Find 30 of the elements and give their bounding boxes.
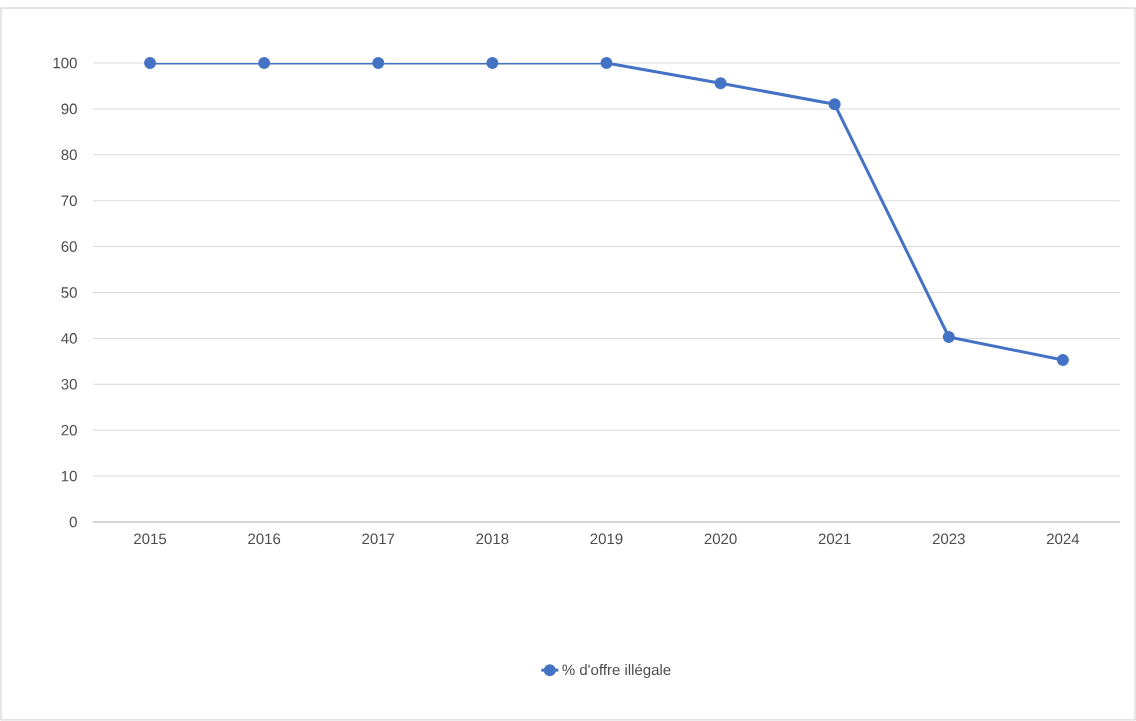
legend-label: % d'offre illégale (562, 663, 671, 679)
point (144, 57, 157, 69)
y-tick-label: 0 (69, 516, 77, 528)
y-tick-label: 50 (61, 287, 77, 298)
point (258, 57, 271, 69)
y-tick-label: 40 (61, 333, 77, 344)
point (828, 98, 841, 111)
y-tick-label: 10 (61, 470, 77, 482)
point (486, 57, 499, 69)
x-tick-label: 2017 (362, 533, 395, 545)
x-tick-label: 2015 (134, 533, 167, 545)
x-tick-label: 2020 (704, 533, 737, 545)
x-tick-label: 2024 (1046, 533, 1080, 545)
point (714, 77, 727, 90)
x-tick-label: 2023 (932, 533, 965, 545)
y-tick-label: 60 (61, 241, 77, 252)
y-tick-label: 70 (61, 195, 77, 206)
point (1056, 353, 1069, 366)
y-tick-label: 80 (61, 149, 77, 161)
x-tick-label: 2019 (590, 533, 623, 545)
point (372, 57, 385, 69)
y-tick-label: 30 (61, 378, 77, 390)
point (942, 331, 955, 344)
y-tick-label: 20 (61, 424, 77, 436)
x-tick-label: 2018 (476, 533, 509, 545)
x-tick-label: 2021 (818, 533, 851, 545)
y-tick-label: 90 (61, 103, 77, 115)
point (600, 57, 613, 69)
x-tick-label: 2016 (248, 533, 281, 545)
y-tick-label: 100 (53, 57, 77, 69)
